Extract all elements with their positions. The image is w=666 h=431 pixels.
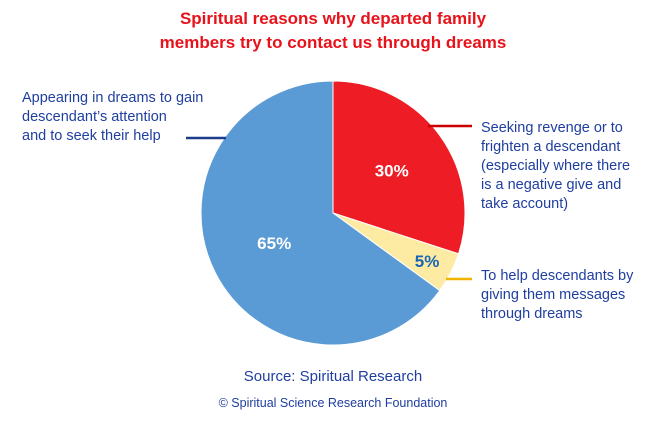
chart-title-line: members try to contact us through dreams <box>160 33 507 52</box>
copyright-note: © Spiritual Science Research Foundation <box>219 396 448 410</box>
slice-annotation-line: (especially where there <box>481 158 630 174</box>
chart-title-line: Spiritual reasons why departed family <box>180 9 487 28</box>
annotation-leaders <box>186 124 472 281</box>
slice-annotation-line: Seeking revenge or to <box>481 120 623 136</box>
slice-annotation: Seeking revenge or to frighten a descenda… <box>481 120 630 212</box>
slice-annotation-line: giving them messages <box>481 287 625 303</box>
slice-annotation-line: take account) <box>481 196 568 212</box>
chart-title: Spiritual reasons why departed family mem… <box>160 9 507 52</box>
slice-annotation-line: descendant’s attention <box>22 109 167 125</box>
source-note: Source: Spiritual Research <box>244 368 422 385</box>
slice-annotation-line: and to seek their help <box>22 128 161 144</box>
slice-annotation: To help descendants by giving them messag… <box>481 268 634 322</box>
slice-value-label: 30% <box>375 161 409 180</box>
slice-annotation-line: through dreams <box>481 306 583 322</box>
slice-value-label: 65% <box>257 234 291 253</box>
pie-slice-0 <box>332 80 466 255</box>
slice-annotation-line: is a negative give and <box>481 177 621 193</box>
pie-slices <box>200 80 466 346</box>
pie-slice-2 <box>200 80 441 346</box>
slice-annotation: Appearing in dreams to gain descendant’s … <box>22 90 203 144</box>
slice-annotation-line: Appearing in dreams to gain <box>22 90 203 106</box>
slice-annotations: Seeking revenge or to frighten a descenda… <box>22 90 634 322</box>
slice-annotation-line: To help descendants by <box>481 268 634 284</box>
slice-annotation-line: frighten a descendant <box>481 139 620 155</box>
slice-value-label: 5% <box>415 252 440 271</box>
slice-value-labels: 30% 5% 65% <box>257 161 439 271</box>
